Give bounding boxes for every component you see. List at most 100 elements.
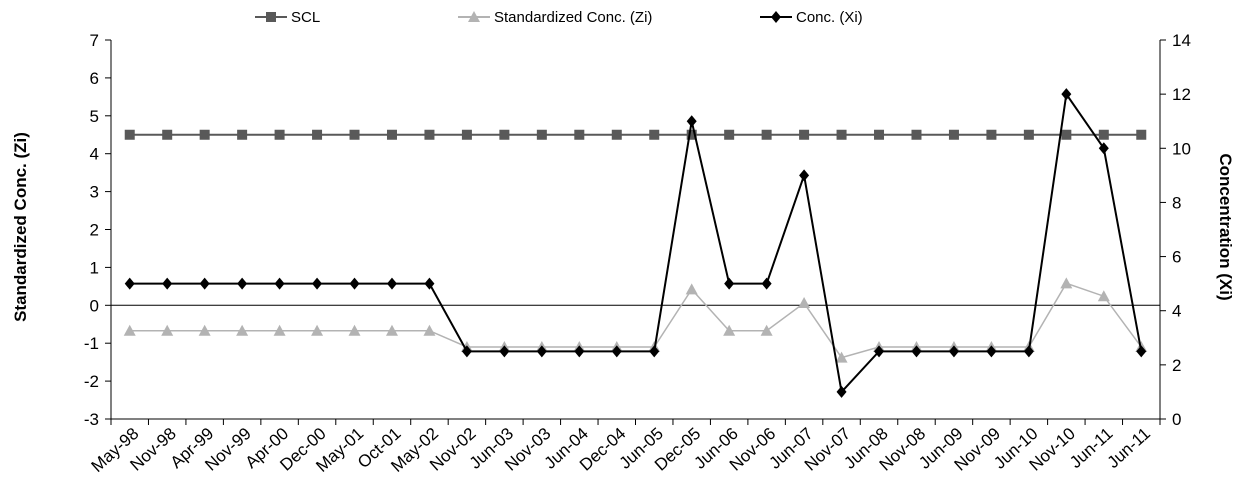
right-tick-label: 2 xyxy=(1172,356,1181,375)
data-point xyxy=(574,345,585,358)
data-point xyxy=(349,129,360,140)
data-point xyxy=(1098,129,1109,140)
data-point xyxy=(1023,345,1034,358)
data-point xyxy=(349,277,360,290)
left-tick-label: -3 xyxy=(84,410,99,429)
series-layer xyxy=(123,88,1148,398)
data-point xyxy=(385,324,398,336)
right-tick-label: 4 xyxy=(1172,302,1181,321)
legend-label: SCL xyxy=(291,9,320,26)
data-point xyxy=(424,129,435,140)
left-tick-label: -2 xyxy=(84,372,99,391)
legend-swatch-marker xyxy=(771,11,781,23)
data-point xyxy=(724,277,735,290)
data-point xyxy=(649,129,660,140)
legend: SCL Standardized Conc. (Zi) Conc. (Xi) xyxy=(255,9,863,26)
right-y-axis: 0 2 4 6 8 10 12 14 xyxy=(1160,31,1191,429)
series-scl xyxy=(124,129,1147,140)
data-point xyxy=(799,169,810,182)
x-axis: May-98Nov-98Apr-99Nov-99Apr-00Dec-00May-… xyxy=(88,419,1161,476)
left-tick-label: -1 xyxy=(84,334,99,353)
data-point xyxy=(986,129,997,140)
data-point xyxy=(874,345,885,358)
left-axis-title: Standardized Conc. (Zi) xyxy=(11,132,30,322)
data-point xyxy=(948,129,959,140)
data-point xyxy=(274,129,285,140)
data-point xyxy=(311,324,324,336)
data-point xyxy=(835,351,848,363)
left-y-axis: -3 -2 -1 0 1 2 3 4 5 6 7 xyxy=(84,31,111,429)
data-point xyxy=(386,129,397,140)
data-point xyxy=(1098,142,1109,155)
data-point xyxy=(348,324,361,336)
right-tick-label: 14 xyxy=(1172,31,1191,50)
legend-swatch-marker xyxy=(266,12,276,22)
data-point xyxy=(1136,129,1147,140)
legend-label: Standardized Conc. (Zi) xyxy=(494,9,652,26)
data-point xyxy=(986,345,997,358)
data-point xyxy=(911,345,922,358)
data-point xyxy=(874,129,885,140)
right-tick-label: 6 xyxy=(1172,248,1181,267)
data-point xyxy=(423,324,436,336)
data-point xyxy=(198,324,211,336)
right-tick-label: 12 xyxy=(1172,85,1191,104)
right-tick-label: 0 xyxy=(1172,410,1181,429)
data-point xyxy=(312,129,323,140)
data-point xyxy=(798,297,811,309)
data-point xyxy=(236,324,249,336)
data-point xyxy=(1061,129,1072,140)
data-point xyxy=(724,129,735,140)
left-tick-label: 3 xyxy=(90,183,99,202)
data-point xyxy=(536,129,547,140)
data-point xyxy=(685,283,698,295)
data-point xyxy=(836,385,847,398)
data-point xyxy=(649,345,660,358)
left-tick-label: 7 xyxy=(90,31,99,50)
data-point xyxy=(686,115,697,128)
data-point xyxy=(761,129,772,140)
data-point xyxy=(836,129,847,140)
data-point xyxy=(1060,277,1073,289)
data-point xyxy=(312,277,323,290)
data-point xyxy=(124,277,135,290)
data-point xyxy=(199,129,210,140)
data-point xyxy=(237,277,248,290)
right-axis-title: Concentration (Xi) xyxy=(1216,153,1233,300)
left-tick-label: 0 xyxy=(90,296,99,315)
left-tick-label: 4 xyxy=(90,145,99,164)
data-point xyxy=(611,345,622,358)
data-point xyxy=(162,277,173,290)
data-point xyxy=(237,129,248,140)
data-point xyxy=(499,129,510,140)
data-point xyxy=(162,129,173,140)
x-tick-label: Jun-11 xyxy=(1104,424,1154,472)
data-point xyxy=(536,345,547,358)
data-point xyxy=(273,324,286,336)
data-point xyxy=(799,129,810,140)
data-point xyxy=(124,129,135,140)
data-point xyxy=(1061,88,1072,101)
left-tick-label: 5 xyxy=(90,107,99,126)
legend-item: Conc. (Xi) xyxy=(760,9,863,26)
left-tick-label: 1 xyxy=(90,258,99,277)
data-point xyxy=(424,277,435,290)
data-point xyxy=(574,129,585,140)
series-conc-xi xyxy=(124,88,1147,398)
legend-swatch-marker xyxy=(468,11,480,22)
data-point xyxy=(123,324,136,336)
data-point xyxy=(761,277,772,290)
series-line xyxy=(129,282,1142,359)
data-point xyxy=(611,129,622,140)
data-point xyxy=(686,129,697,140)
data-point xyxy=(1136,345,1147,358)
data-point xyxy=(948,345,959,358)
data-point xyxy=(461,345,472,358)
data-point xyxy=(274,277,285,290)
right-tick-label: 10 xyxy=(1172,139,1191,158)
legend-item: SCL xyxy=(255,9,320,26)
data-point xyxy=(1023,129,1034,140)
legend-label: Conc. (Xi) xyxy=(796,9,863,26)
plot-area xyxy=(110,40,1161,420)
